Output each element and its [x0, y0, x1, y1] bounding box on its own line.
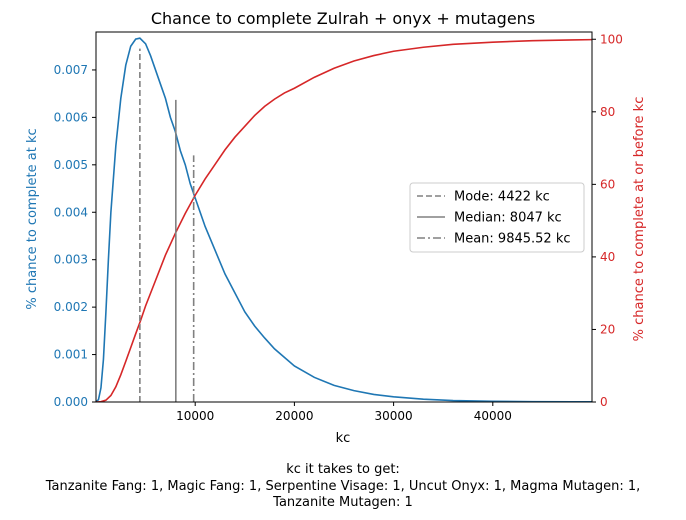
y-tick-label-left: 0.004 — [54, 205, 88, 219]
pdf-series-line — [96, 37, 592, 402]
y-tick-label-left: 0.001 — [54, 348, 88, 362]
x-tick-label: 20000 — [275, 409, 313, 423]
x-tick-label: 40000 — [474, 409, 512, 423]
y-tick-label-right: 40 — [600, 250, 615, 264]
y-tick-label-right: 60 — [600, 177, 615, 191]
y-axis-label-left: % chance to complete at kc — [25, 128, 40, 309]
x-tick-label: 10000 — [176, 409, 214, 423]
x-tick-label: 30000 — [375, 409, 413, 423]
x-axis-label: kc — [336, 431, 351, 446]
y-tick-label-left: 0.005 — [54, 158, 88, 172]
dual-axis-line-chart: Chance to complete Zulrah + onyx + mutag… — [25, 9, 647, 446]
y-tick-label-left: 0.002 — [54, 300, 88, 314]
y-tick-label-left: 0.006 — [54, 110, 88, 124]
y-tick-label-left: 0.003 — [54, 253, 88, 267]
plot-area — [96, 37, 592, 402]
legend: Mode: 4422 kc Median: 8047 kc Mean: 9845.5… — [409, 182, 585, 253]
legend-item-median: Median: 8047 kc — [454, 211, 562, 226]
caption-line-1: kc it takes to get: — [286, 462, 400, 477]
y-tick-label-right: 0 — [600, 395, 608, 409]
y-tick-label-left: 0.007 — [54, 63, 88, 77]
legend-box — [409, 182, 585, 253]
chart-title: Chance to complete Zulrah + onyx + mutag… — [151, 9, 535, 28]
legend-item-mean: Mean: 9845.52 kc — [454, 232, 571, 247]
plot-frame — [95, 31, 593, 403]
axes: 10000 20000 30000 40000 0.000 0.001 0.002 0.003… — [54, 31, 623, 423]
legend-item-mode: Mode: 4422 kc — [454, 190, 550, 205]
caption-line-3: Tanzanite Mutagen: 1 — [273, 495, 413, 510]
y-tick-label-right: 100 — [600, 32, 623, 46]
y-tick-label-right: 80 — [600, 105, 615, 119]
y-tick-label-right: 20 — [600, 322, 615, 336]
cdf-series-line — [96, 38, 592, 402]
caption-line-2: Tanzanite Fang: 1, Magic Fang: 1, Serpen… — [45, 479, 641, 494]
y-axis-label-right: % chance to complete at or before kc — [632, 97, 647, 342]
y-tick-label-left: 0.000 — [54, 395, 88, 409]
